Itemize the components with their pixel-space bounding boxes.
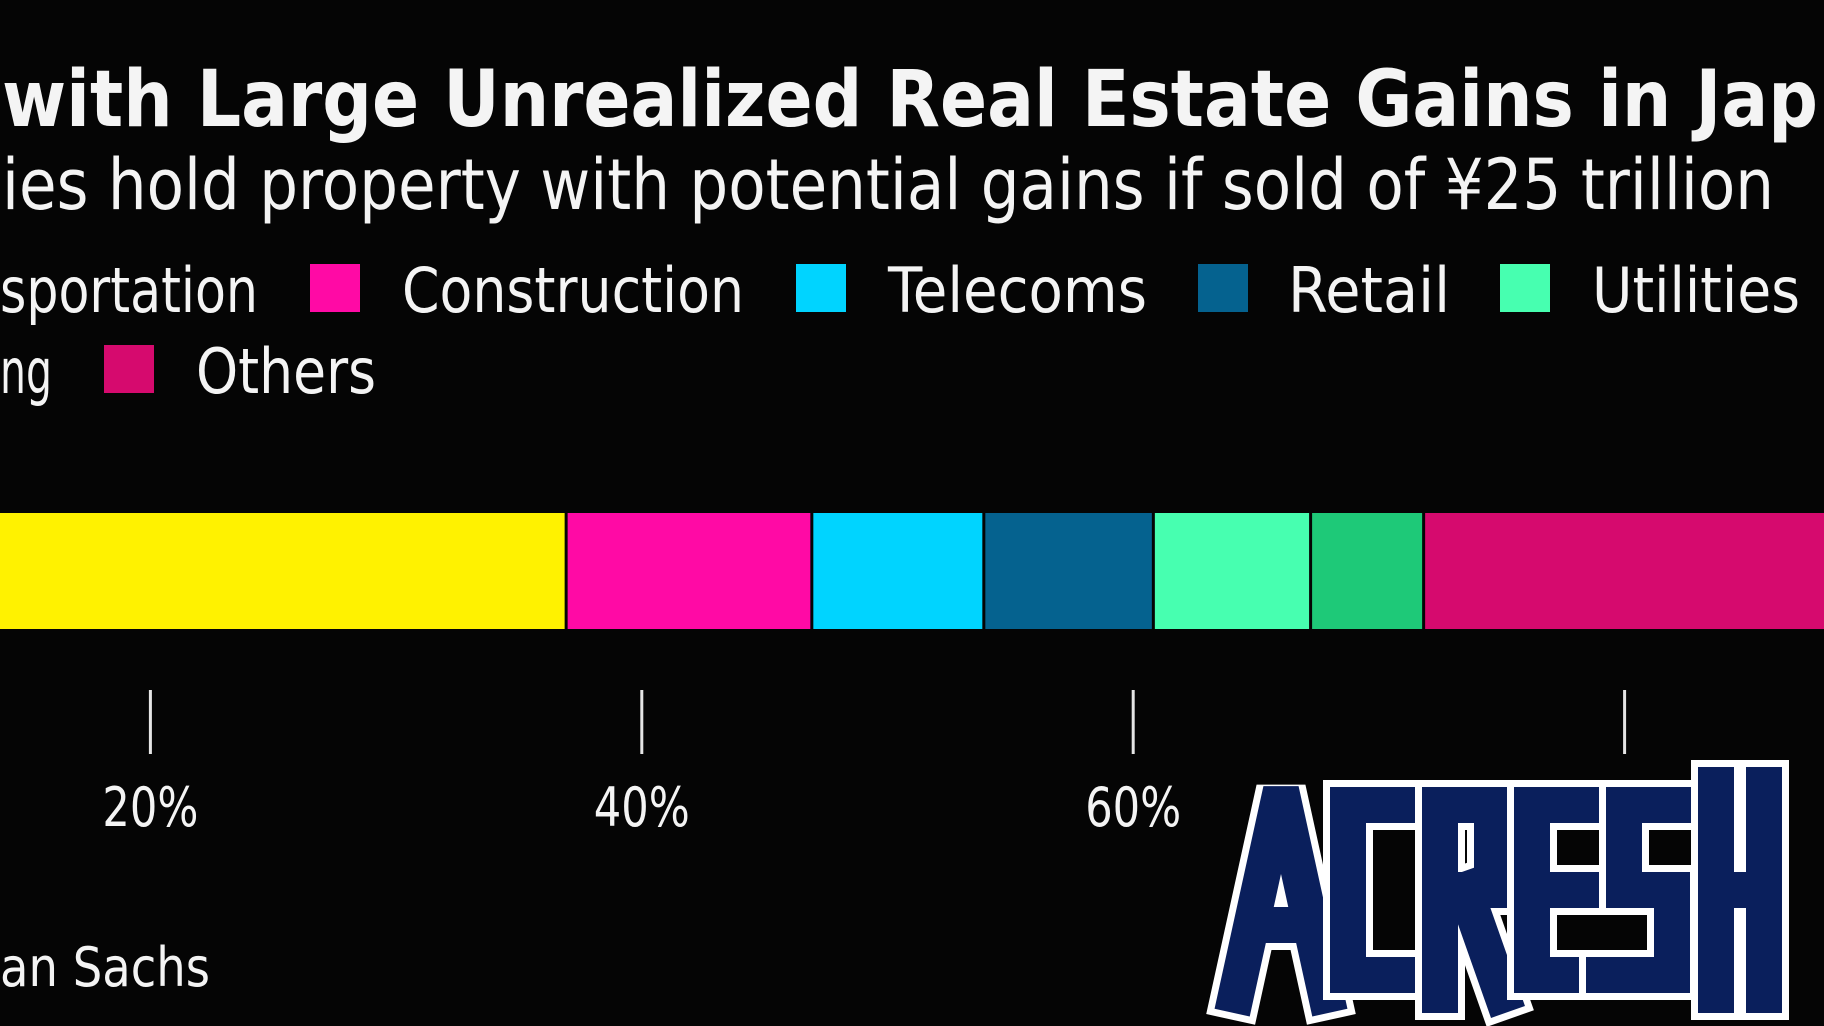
logo-letter-shape bbox=[1514, 787, 1620, 993]
x-tick-label: 40% bbox=[594, 776, 690, 839]
legend-label: Utilities bbox=[1592, 254, 1800, 327]
legend-swatch bbox=[1198, 264, 1248, 312]
logo-letter-shape bbox=[1422, 787, 1525, 1018]
bar-segment-telecoms bbox=[813, 513, 983, 629]
chart-title: with Large Unrealized Real Estate Gains … bbox=[2, 55, 1818, 145]
legend-label: Retail bbox=[1288, 254, 1450, 327]
legend-label: ng bbox=[0, 335, 52, 408]
source-note: an Sachs bbox=[0, 936, 210, 999]
legend-swatch bbox=[310, 264, 360, 312]
legend: sportation Construction Telecoms Retail Util… bbox=[0, 254, 1800, 408]
legend-swatch bbox=[796, 264, 846, 312]
chart-subtitle: ies hold property with potential gains i… bbox=[2, 144, 1774, 226]
legend-label: Telecoms bbox=[887, 254, 1147, 327]
logo-letter-shape bbox=[1586, 787, 1710, 993]
bar-segment-ng bbox=[1312, 513, 1423, 629]
x-tick-label: 20% bbox=[102, 776, 198, 839]
bar-segment-retail bbox=[985, 513, 1152, 629]
logo-letter-shape bbox=[1330, 787, 1436, 993]
x-tick-label: 60% bbox=[1085, 776, 1181, 839]
legend-label: Others bbox=[196, 335, 376, 408]
bar-segments bbox=[0, 513, 1824, 629]
logo-letter-shape bbox=[1214, 786, 1348, 1017]
acresh-watermark-logo bbox=[1206, 760, 1789, 1026]
bar-segment-construction bbox=[567, 513, 811, 629]
logo-letter-shape bbox=[1698, 767, 1782, 1013]
legend-label: sportation bbox=[0, 254, 258, 327]
legend-swatch bbox=[104, 345, 154, 393]
legend-swatch bbox=[1500, 264, 1550, 312]
bar-segment-utilities bbox=[1154, 513, 1310, 629]
bar-segment-others bbox=[1425, 513, 1824, 629]
legend-label: Construction bbox=[402, 254, 744, 327]
bar-segment-sportation bbox=[0, 513, 565, 629]
